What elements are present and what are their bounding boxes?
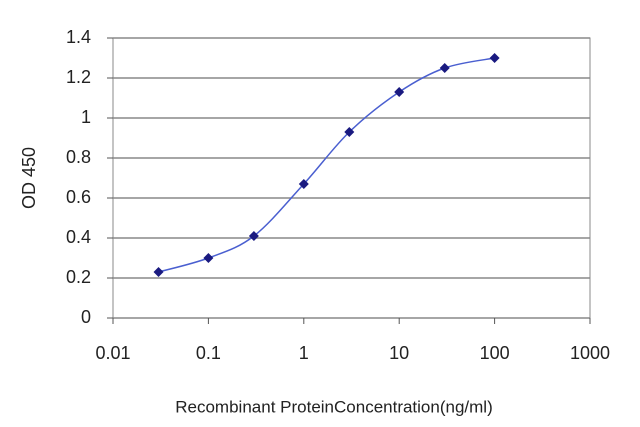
data-point — [439, 63, 450, 73]
y-tick-label: 0.6 — [66, 187, 91, 207]
x-axis-label: Recombinant ProteinConcentration(ng/ml) — [175, 397, 493, 416]
y-tick-label: 1 — [81, 107, 91, 127]
data-point — [489, 53, 500, 63]
y-tick-label: 0.8 — [66, 147, 91, 167]
x-tick-label: 1 — [299, 343, 309, 363]
y-tick-label: 1.4 — [66, 27, 91, 47]
data-point — [153, 267, 164, 277]
x-tick-label: 1000 — [570, 343, 610, 363]
data-point — [203, 253, 214, 263]
data-line — [158, 57, 495, 273]
y-tick-label: 0.2 — [66, 267, 91, 287]
y-tick-label: 1.2 — [66, 67, 91, 87]
y-tick-label: 0.4 — [66, 227, 91, 247]
plot-area — [112, 37, 591, 319]
x-tick-label: 0.1 — [196, 343, 221, 363]
x-tick-label: 0.01 — [95, 343, 130, 363]
y-axis-label: OD 450 — [19, 147, 39, 209]
data-point — [344, 127, 355, 137]
data-point — [248, 231, 259, 241]
x-tick-label: 100 — [480, 343, 510, 363]
y-tick-label: 0 — [81, 307, 91, 327]
data-point — [394, 87, 405, 97]
x-tick-label: 10 — [389, 343, 409, 363]
data-point — [298, 179, 309, 189]
